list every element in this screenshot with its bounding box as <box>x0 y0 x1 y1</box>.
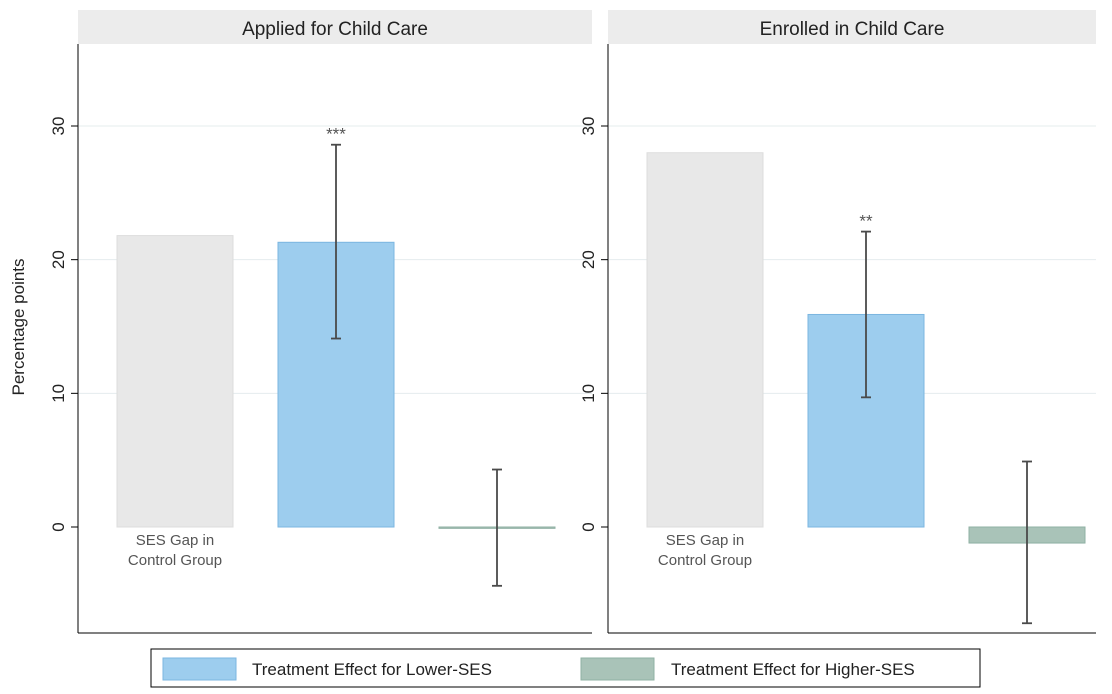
bar-category-label-line: Control Group <box>658 552 752 569</box>
legend-swatch-lower-ses <box>162 657 237 681</box>
legend: Treatment Effect for Lower-SES Treatment … <box>150 648 981 688</box>
panel-title-strip <box>78 10 592 44</box>
bar-category-label: SES Gap in Control Group <box>658 532 752 569</box>
y-tick-label: 10 <box>49 384 68 403</box>
panel-title: Enrolled in Child Care <box>760 19 945 40</box>
y-tick-label: 30 <box>579 117 598 136</box>
bar-category-label-line: Control Group <box>128 552 222 569</box>
y-tick-label: 0 <box>579 522 598 531</box>
y-axis-label: Percentage points <box>9 258 28 395</box>
legend-box <box>150 648 981 688</box>
bar-category-label: SES Gap in Control Group <box>128 532 222 569</box>
bar-ses-gap <box>646 152 764 528</box>
legend-swatch-higher-ses <box>580 657 655 681</box>
panels: Applied for Child Care 0 10 20 30 SES Gap in C… <box>49 10 1096 634</box>
bar-category-label-line: SES Gap in <box>136 532 214 549</box>
panel-title-strip <box>608 10 1096 44</box>
significance-stars: ** <box>859 212 873 231</box>
panel-2: Enrolled in Child Care 0 10 20 30 SES Gap in C… <box>579 10 1096 634</box>
y-tick-label: 10 <box>579 384 598 403</box>
panel-title: Applied for Child Care <box>242 19 428 40</box>
bar-category-label-line: SES Gap in <box>666 532 744 549</box>
bar-ses-gap <box>116 235 234 528</box>
y-tick-label: 20 <box>579 250 598 269</box>
y-tick-label: 20 <box>49 250 68 269</box>
significance-stars: *** <box>326 125 346 144</box>
panel-1: Applied for Child Care 0 10 20 30 SES Gap in C… <box>49 10 592 634</box>
legend-label: Treatment Effect for Lower-SES <box>252 660 492 679</box>
legend-label: Treatment Effect for Higher-SES <box>671 660 915 679</box>
y-tick-label: 0 <box>49 522 68 531</box>
y-tick-label: 30 <box>49 117 68 136</box>
